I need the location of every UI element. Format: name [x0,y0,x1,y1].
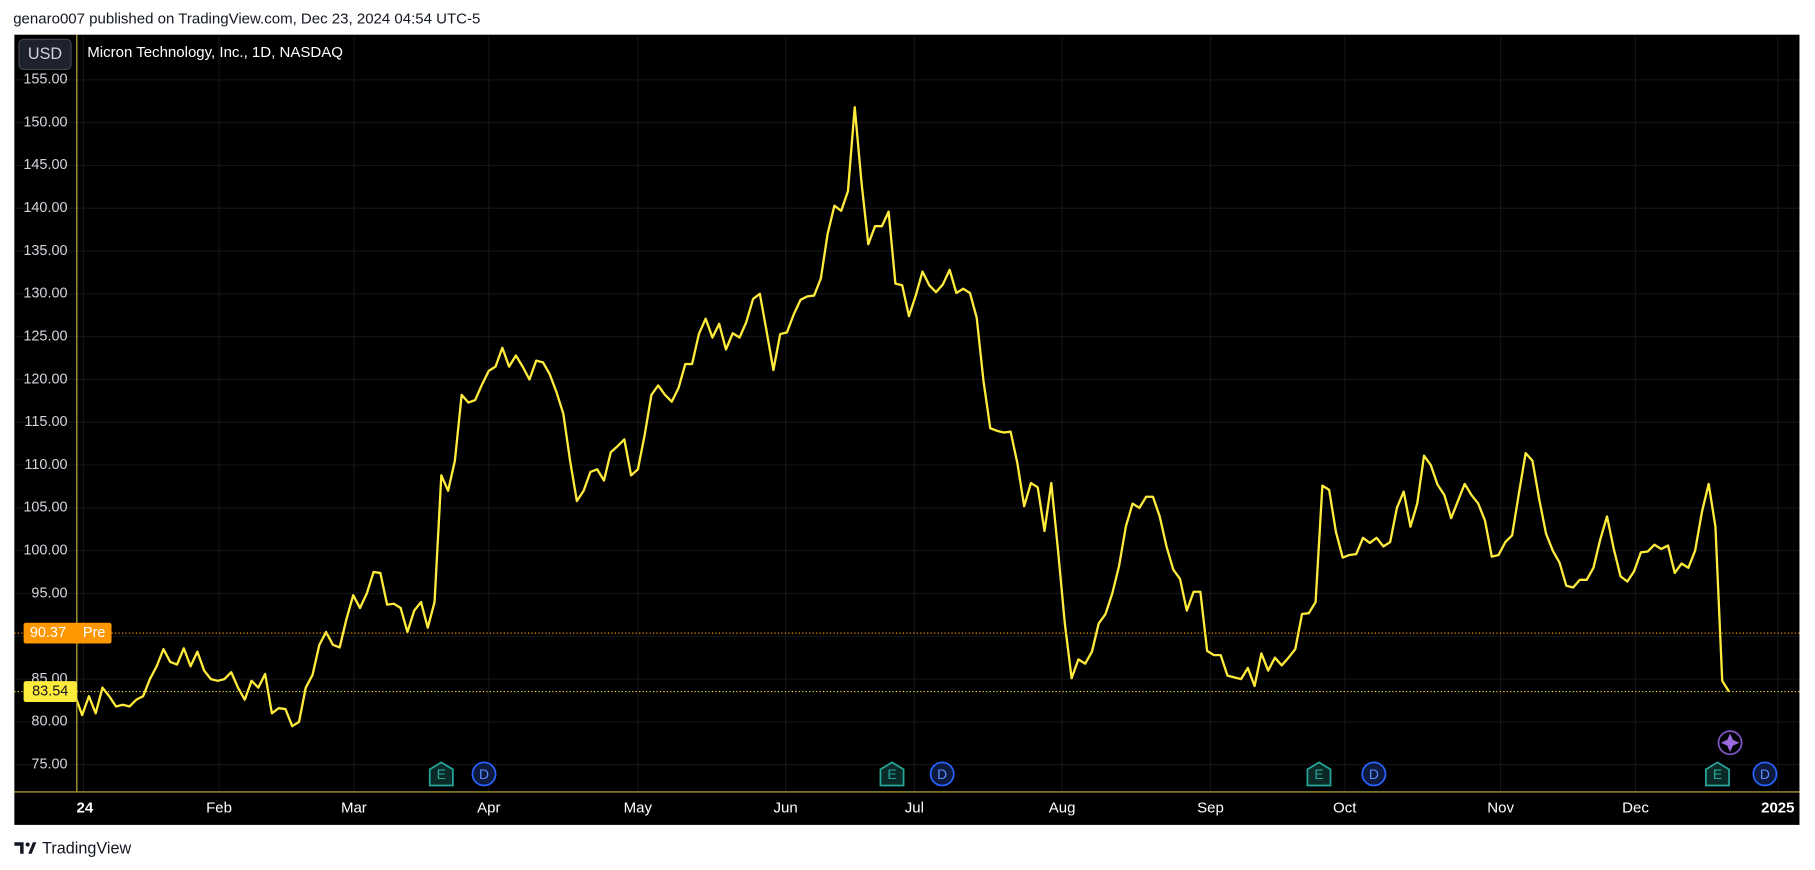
last-price-badge [23,681,77,703]
brand-logo [14,842,37,854]
x-tick-label: Feb [206,800,232,817]
y-tick-label: 150.00 [23,114,67,130]
pre-market-value: 90.37 [30,625,66,641]
x-tick-label: Aug [1049,800,1076,817]
x-tick-label: Jul [905,800,924,817]
publish-header: genaro007 published on TradingView.com, … [13,11,480,28]
pre-market-label: Pre [83,625,105,641]
dividend-marker [471,761,497,787]
earnings-marker [1306,761,1332,787]
dividend-marker [1752,761,1778,787]
x-tick-label: Oct [1333,800,1357,817]
y-tick-label: 155.00 [23,72,67,88]
event-label: E [437,766,446,782]
event-label: D [479,766,489,782]
x-tick-label: Sep [1197,800,1224,817]
y-tick-label: 75.00 [31,757,67,773]
y-tick-label: 120.00 [23,371,67,387]
x-tick-label: May [624,800,653,817]
x-tick-label: 2025 [1761,800,1794,817]
grid [14,34,1800,792]
y-tick-label: 115.00 [24,414,67,430]
x-tick-label: Jun [773,800,797,817]
ai-icon-ring[interactable] [1717,730,1743,756]
event-label: D [1760,766,1770,782]
currency-button[interactable] [18,38,72,70]
event-label: D [937,766,947,782]
x-tick-label: 24 [77,800,94,817]
dividend-marker [1361,761,1387,787]
y-tick-label: 140.00 [23,200,67,216]
y-tick-label: 110.00 [24,457,67,473]
x-tick-label: Nov [1487,800,1514,817]
event-label: E [1713,766,1722,782]
y-tick-label: 130.00 [23,286,67,302]
pre-market-badge [23,622,112,644]
y-tick-label: 95.00 [31,585,67,601]
marks [14,106,1800,728]
y-tick-label: 80.00 [31,714,67,730]
event-label: E [887,766,896,782]
event-label: D [1369,766,1379,782]
earnings-marker [1705,761,1730,787]
event-label: E [1314,766,1323,782]
earnings-marker [879,761,905,787]
x-tick-label: Dec [1622,800,1649,817]
brand-name: TradingView [42,839,131,857]
x-tick-label: Apr [477,800,500,817]
y-tick-label: 100.00 [23,542,67,558]
last-price-label: 83.54 [32,683,68,699]
dividend-marker [929,761,955,787]
symbol-title: Micron Technology, Inc., 1D, NASDAQ [87,44,343,61]
earnings-marker [428,761,454,787]
price-line [74,106,1730,728]
currency-label: USD [28,45,62,63]
y-tick-label: 105.00 [23,500,67,516]
y-tick-label: 125.00 [23,328,67,344]
y-tick-label: 135.00 [23,243,67,259]
ai-icon [1720,733,1740,752]
plot-area [14,34,1800,825]
x-tick-label: Mar [341,800,367,817]
y-tick-label: 145.00 [23,157,67,173]
